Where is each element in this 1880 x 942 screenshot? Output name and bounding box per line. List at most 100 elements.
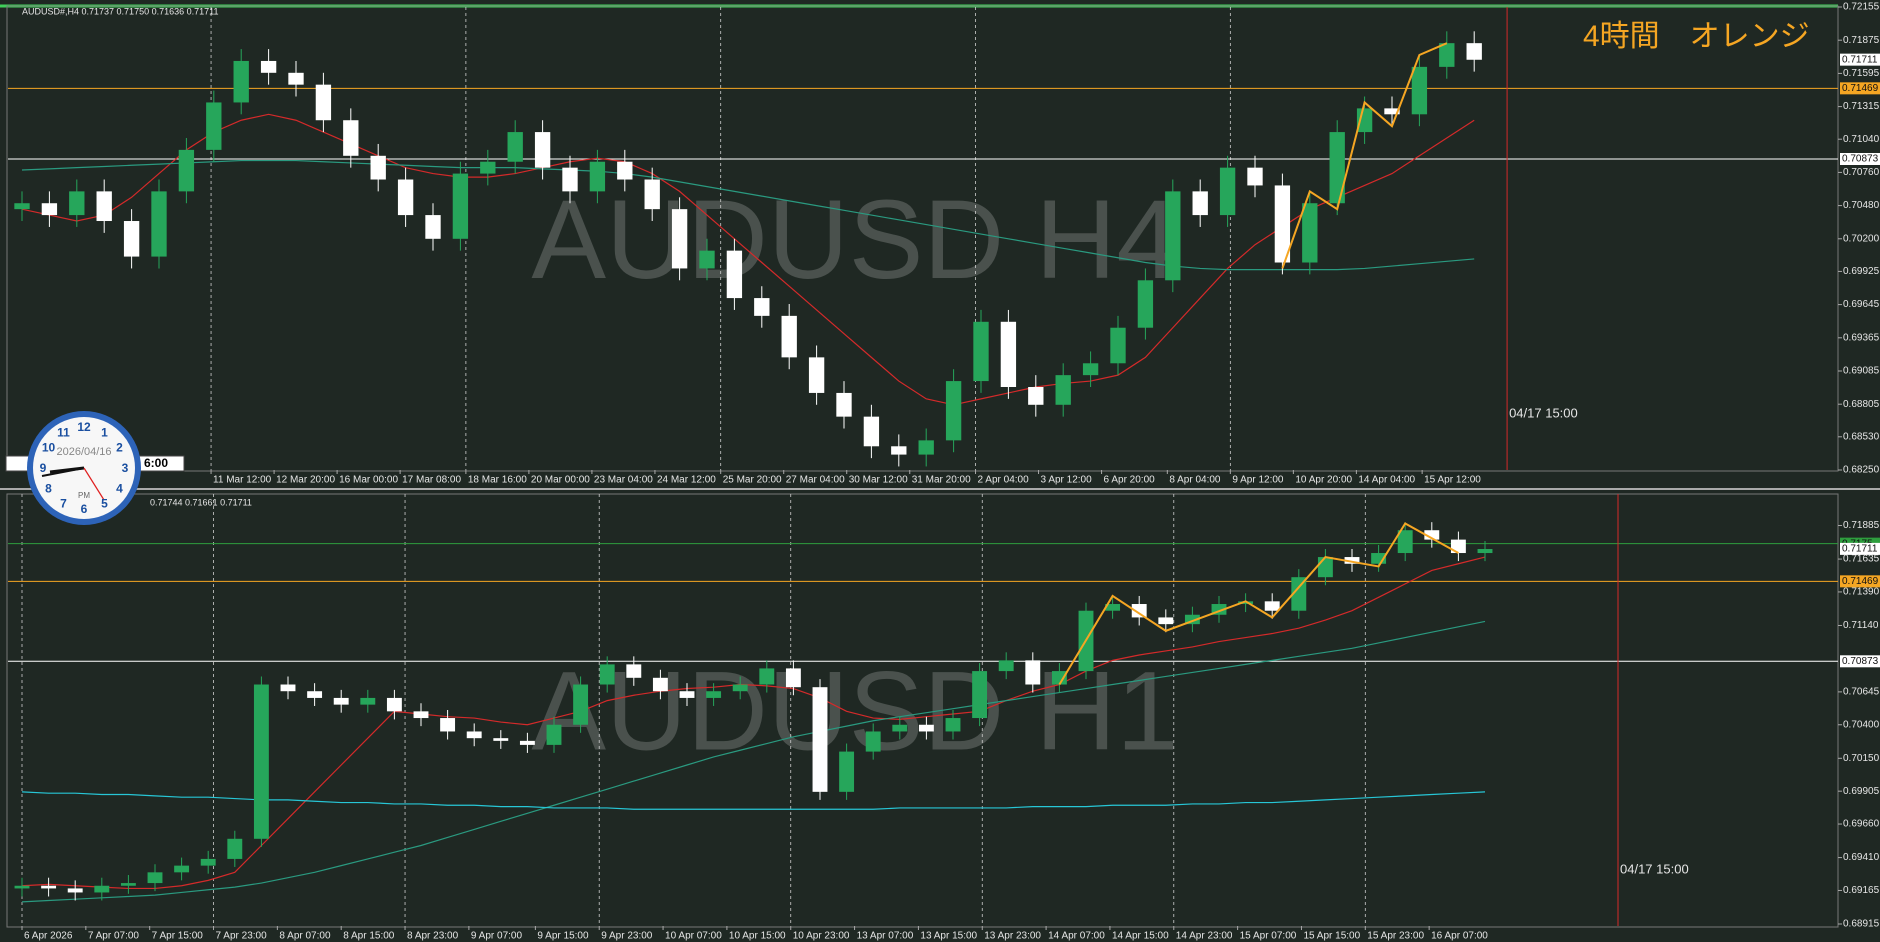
clock-numeral: 3 (122, 461, 129, 475)
x-tick-label: 15 Apr 07:00 (1240, 931, 1297, 942)
clock-numeral: 7 (60, 497, 67, 511)
x-tick-label: 13 Apr 23:00 (984, 931, 1041, 942)
x-tick-label: 9 Apr 23:00 (601, 931, 653, 942)
x-tick-label: 10 Apr 07:00 (665, 931, 722, 942)
candle-body (754, 298, 770, 316)
candle-body (69, 191, 85, 216)
x-tick-label: 17 Mar 08:00 (402, 475, 461, 486)
x-tick-label: 27 Mar 04:00 (786, 475, 845, 486)
price-label: 0.71711 (1842, 54, 1878, 65)
candle-body (679, 691, 695, 698)
candle-body (466, 731, 482, 739)
y-tick-label: 0.71875 (1843, 35, 1880, 46)
candle-body (1439, 43, 1455, 67)
candle-body (519, 740, 535, 745)
x-tick-label: 8 Apr 07:00 (279, 931, 331, 942)
candle-body (998, 660, 1014, 672)
candle-body (945, 381, 962, 441)
clock-numeral: 8 (45, 482, 52, 496)
candle-body (599, 664, 615, 685)
candle-body (480, 161, 496, 174)
x-tick-label: 3 Apr 12:00 (1041, 475, 1093, 486)
y-tick-label: 0.69925 (1843, 266, 1880, 277)
candle-body (589, 161, 606, 192)
candle-body (1450, 539, 1466, 554)
level-label-box (1840, 82, 1880, 95)
candle-body (14, 885, 30, 889)
level-label: 0.70873 (1842, 154, 1879, 165)
candle-body (1051, 671, 1067, 685)
candle-body (333, 697, 349, 705)
candle-body (1466, 43, 1482, 60)
x-tick-label: 6 Apr 2026 (24, 931, 73, 942)
candle-body (123, 221, 140, 257)
x-tick-label: 10 Apr 15:00 (729, 931, 786, 942)
candle-body (397, 179, 414, 216)
x-tick-label: 12 Mar 20:00 (276, 475, 335, 486)
candle-body (617, 161, 633, 180)
candle-body (94, 885, 110, 893)
y-tick-label: 0.70150 (1843, 753, 1880, 764)
candle-body (360, 697, 376, 705)
candle-body (1371, 553, 1387, 564)
clock-numeral: 2 (116, 441, 123, 455)
x-tick-label: 20 Mar 00:00 (531, 475, 590, 486)
candle-body (781, 315, 797, 358)
clock-numeral: 6 (81, 502, 88, 516)
clock-numeral: 10 (42, 441, 56, 455)
candle-body (1028, 387, 1044, 405)
candle-body (626, 664, 642, 678)
y-tick-label: 0.69165 (1843, 885, 1880, 896)
chart: AUDUSD H4 11 Mar 12:00 12 Mar 20:00 16 Mar … (8, 2, 1880, 486)
chart-header: 0.71744 0.71661 0.71711 (150, 497, 252, 507)
candle-body (1302, 203, 1318, 263)
x-tick-label: 30 Mar 12:00 (849, 475, 908, 486)
x-tick-label: 8 Apr 23:00 (407, 931, 459, 942)
y-tick-label: 0.69645 (1843, 299, 1880, 310)
x-tick-label: 23 Mar 04:00 (594, 475, 653, 486)
x-tick-label: 14 Apr 07:00 (1048, 931, 1105, 942)
candle-body (706, 691, 722, 698)
candle-body (253, 684, 269, 839)
price-label: 0.71711 (1842, 544, 1878, 555)
y-tick-label: 0.71390 (1843, 587, 1880, 598)
time-box-text: 6:00 (144, 456, 168, 470)
candle-body (1184, 614, 1200, 625)
time-marker-label: 04/17 15:00 (1509, 405, 1578, 420)
x-tick-label: 14 Apr 15:00 (1112, 931, 1169, 942)
candle-body (1411, 66, 1428, 115)
y-tick-label: 0.70645 (1843, 687, 1880, 698)
candle-body (726, 250, 743, 299)
y-tick-label: 0.71140 (1843, 620, 1879, 631)
x-tick-label: 7 Apr 15:00 (152, 931, 204, 942)
candle-body (206, 102, 222, 150)
candle-body (759, 668, 775, 685)
x-tick-label: 8 Apr 04:00 (1169, 475, 1221, 486)
candle-body (307, 691, 323, 698)
candle-body (812, 687, 828, 792)
candle-body (644, 179, 660, 210)
candle-body (200, 858, 216, 866)
x-tick-label: 2 Apr 04:00 (978, 475, 1030, 486)
moving-average (21, 556, 1486, 890)
y-tick-label: 0.70200 (1843, 233, 1880, 244)
moving-average (21, 620, 1486, 903)
y-tick-label: 0.69085 (1843, 366, 1880, 377)
annotation: 4時間 オレンジ (1583, 20, 1810, 53)
x-tick-label: 7 Apr 07:00 (88, 931, 140, 942)
candle-body (227, 838, 243, 859)
candle-body (315, 84, 332, 121)
candle-body (1424, 530, 1440, 540)
candle-body (1291, 577, 1307, 611)
candle-body (1344, 557, 1360, 564)
x-tick-label: 8 Apr 15:00 (343, 931, 395, 942)
y-tick-label: 0.69905 (1843, 786, 1880, 797)
x-tick-label: 31 Mar 20:00 (912, 475, 971, 486)
candle-body (808, 357, 825, 393)
moving-average (21, 113, 1475, 406)
price-label-box (1840, 542, 1880, 555)
candle-body (1082, 363, 1099, 376)
x-tick-label: 16 Apr 07:00 (1431, 931, 1488, 942)
candle-body (652, 677, 668, 692)
